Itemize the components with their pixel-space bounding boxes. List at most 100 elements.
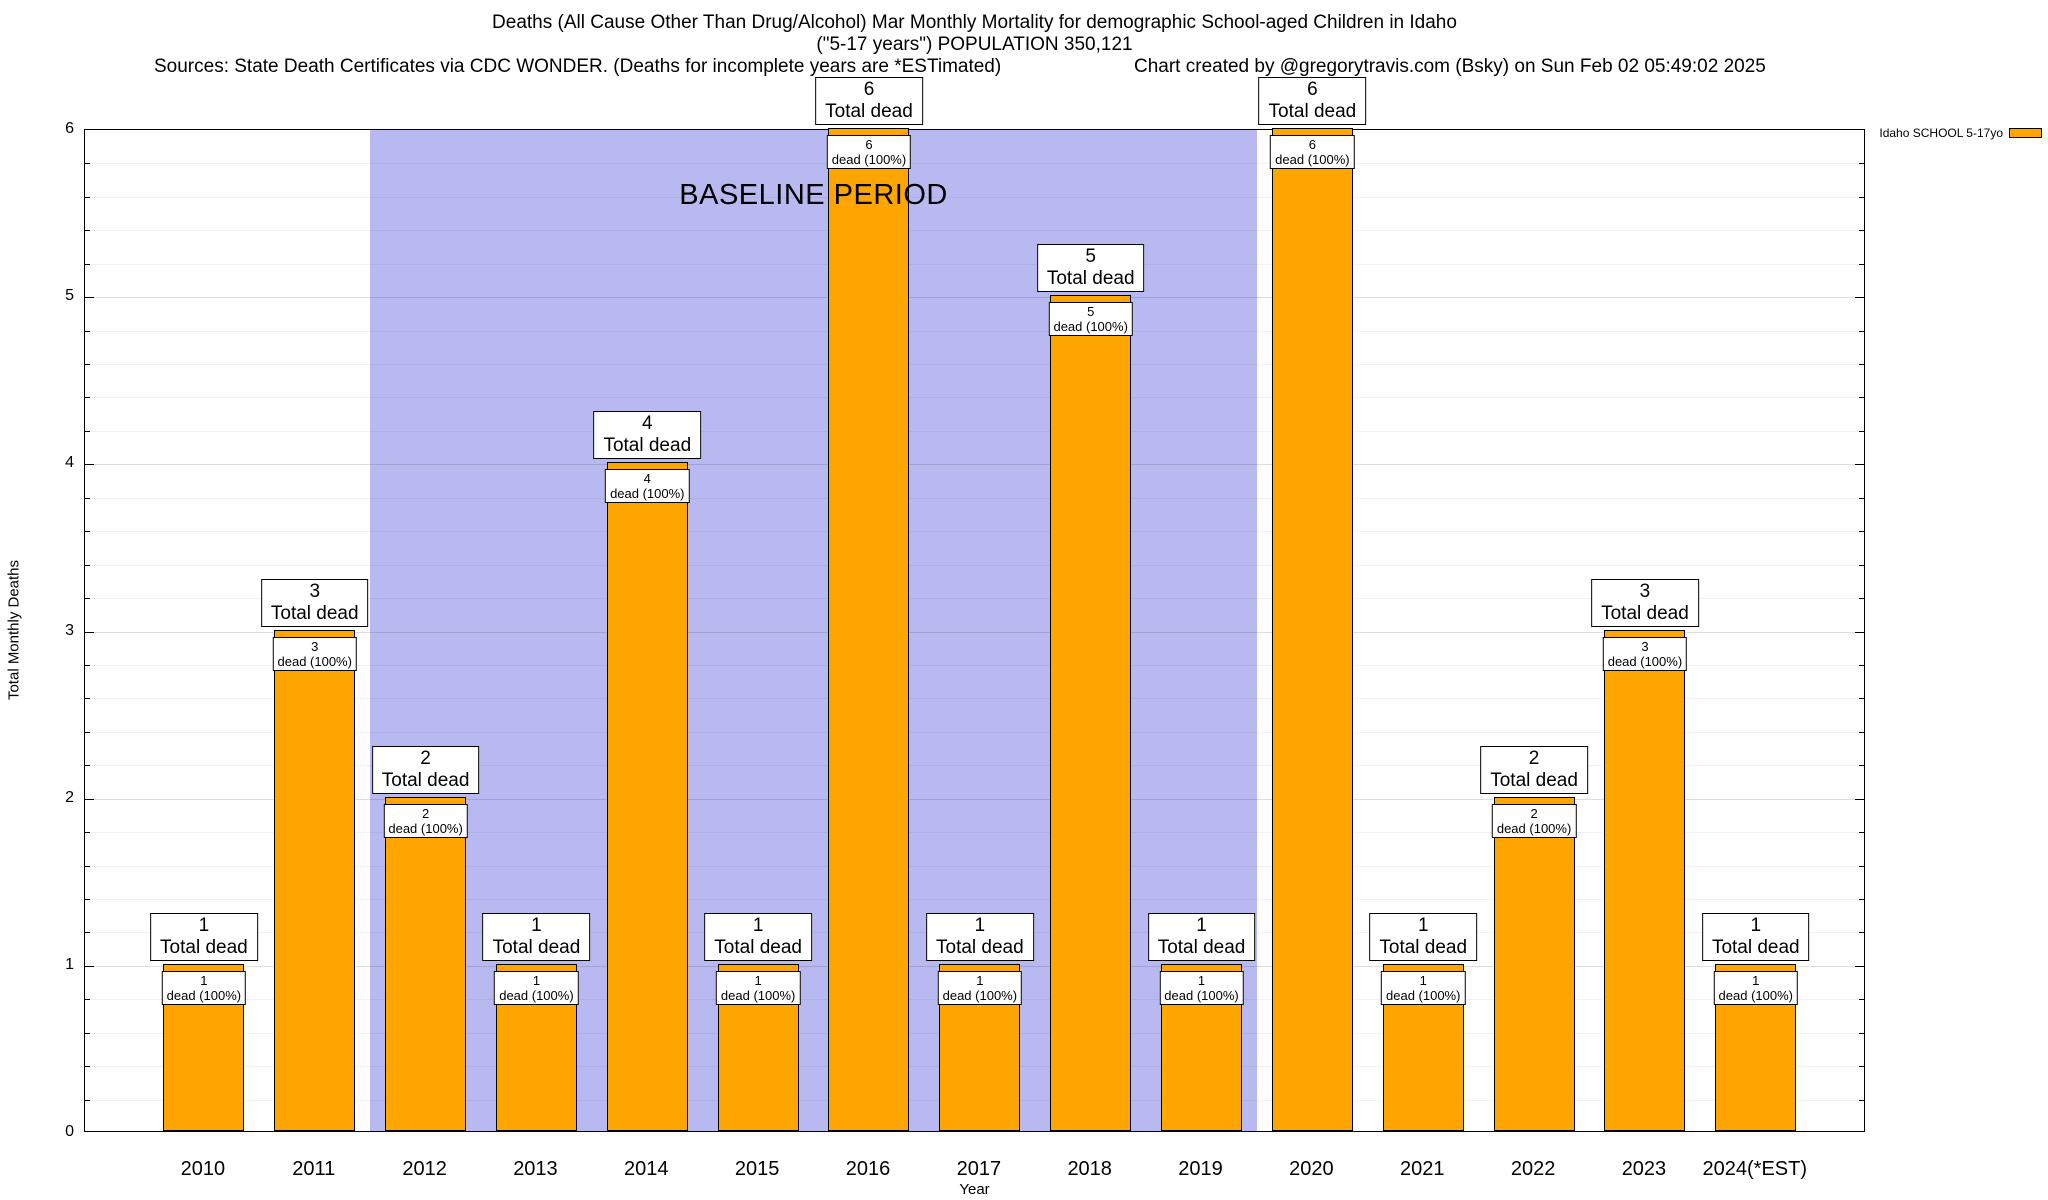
axis-tick xyxy=(85,598,90,600)
chart-title-line1: Deaths (All Cause Other Than Drug/Alcoho… xyxy=(492,12,1457,33)
axis-tick xyxy=(1859,865,1864,867)
dead-pct-label: 1 dead (100%) xyxy=(1159,970,1244,1005)
total-dead-label: 2 Total dead xyxy=(371,745,480,794)
dead-pct-text: dead (100%) xyxy=(1386,987,1461,1003)
total-dead-value: 2 xyxy=(1528,747,1540,769)
x-tick-label: 2011 xyxy=(292,1158,336,1180)
bar-2024(*EST): 1 dead (100%) xyxy=(1713,963,1799,1131)
dead-pct-label: 6 dead (100%) xyxy=(826,135,912,169)
total-dead-text: Total dead xyxy=(1379,936,1468,958)
x-tick-label: 2015 xyxy=(734,1158,780,1180)
chart-title-line3: Sources: State Death Certificates via CD… xyxy=(84,56,1865,78)
axis-tick xyxy=(1859,1099,1864,1101)
total-dead-value: 1 xyxy=(198,914,210,936)
dead-pct-label: 5 dead (100%) xyxy=(1048,302,1133,337)
x-axis-title: Year xyxy=(959,1181,990,1198)
axis-tick xyxy=(1859,664,1864,666)
total-dead-label: 1 Total dead xyxy=(1701,912,1810,961)
bar-2013: 1 dead (100%) xyxy=(494,963,579,1131)
axis-tick xyxy=(1859,397,1864,399)
total-dead-label: 3 Total dead xyxy=(1591,578,1699,627)
dead-pct-text: dead (100%) xyxy=(277,653,352,669)
total-dead-value: 1 xyxy=(1417,914,1429,936)
axis-tick xyxy=(1859,898,1864,900)
total-dead-text: Total dead xyxy=(1268,101,1357,122)
axis-tick xyxy=(85,497,90,499)
axis-tick xyxy=(1855,965,1864,967)
total-dead-text: Total dead xyxy=(381,769,470,791)
total-dead-value: 1 xyxy=(1750,914,1762,936)
y-tick-label: 4 xyxy=(65,454,74,472)
dead-pct-text: dead (100%) xyxy=(610,486,685,502)
total-dead-value: 4 xyxy=(642,413,653,435)
axis-tick xyxy=(85,765,90,767)
dead-pct-label: 4 dead (100%) xyxy=(605,469,690,504)
dead-pct-label: 1 dead (100%) xyxy=(1713,970,1799,1005)
x-tick-label: 2018 xyxy=(1067,1158,1112,1180)
axis-tick xyxy=(85,832,90,834)
dead-pct-value: 6 xyxy=(865,137,873,152)
gridline xyxy=(85,464,1864,466)
total-dead-text: Total dead xyxy=(603,435,692,457)
x-tick-label: 2020 xyxy=(1289,1158,1334,1180)
x-tick-label: 2021 xyxy=(1399,1158,1445,1180)
dead-pct-text: dead (100%) xyxy=(166,987,242,1003)
dead-pct-value: 1 xyxy=(532,972,541,988)
dead-pct-label: 3 dead (100%) xyxy=(272,636,357,671)
y-tick-label: 2 xyxy=(65,788,74,806)
axis-tick xyxy=(1859,731,1864,733)
total-dead-text: Total dead xyxy=(1157,936,1246,958)
gridline xyxy=(85,531,1864,533)
axis-tick xyxy=(85,531,90,533)
y-tick-label: 6 xyxy=(65,120,74,137)
gridline xyxy=(85,430,1864,432)
gridline xyxy=(85,832,1864,834)
gridline xyxy=(85,364,1864,366)
axis-tick xyxy=(1859,698,1864,700)
chart-credit: Chart created by @gregorytravis.com (Bsk… xyxy=(1134,56,1766,77)
dead-pct-label: 1 dead (100%) xyxy=(494,970,579,1005)
dead-pct-text: dead (100%) xyxy=(1718,987,1794,1003)
dead-pct-value: 2 xyxy=(1530,805,1538,821)
bar-2014: 4 dead (100%) xyxy=(605,462,690,1131)
dead-pct-text: dead (100%) xyxy=(831,152,907,167)
dead-pct-label: 6 dead (100%) xyxy=(1270,135,1355,169)
dead-pct-value: 1 xyxy=(1197,972,1206,988)
axis-tick xyxy=(1859,832,1864,834)
dead-pct-value: 1 xyxy=(1752,972,1760,988)
axis-tick xyxy=(1855,297,1864,299)
total-dead-value: 5 xyxy=(1085,246,1096,268)
axis-tick xyxy=(85,230,90,232)
x-tick-label: 2010 xyxy=(180,1158,226,1180)
dead-pct-text: dead (100%) xyxy=(1053,319,1128,335)
dead-pct-label: 1 dead (100%) xyxy=(937,970,1023,1005)
dead-pct-value: 4 xyxy=(643,471,651,487)
total-dead-value: 1 xyxy=(531,914,542,936)
axis-tick xyxy=(85,297,94,299)
axis-tick xyxy=(85,898,90,900)
chart-title-line2: ("5-17 years") POPULATION 350,121 xyxy=(816,34,1133,55)
axis-tick xyxy=(1859,263,1864,265)
axis-tick xyxy=(85,865,90,867)
axis-tick xyxy=(85,1066,90,1068)
gridline xyxy=(85,698,1864,700)
bar-2020: 6 dead (100%) xyxy=(1270,128,1355,1131)
chart-sources: Sources: State Death Certificates via CD… xyxy=(154,56,1002,77)
y-tick-label: 1 xyxy=(65,955,74,973)
total-dead-label: 1 Total dead xyxy=(150,912,258,961)
total-dead-label: 1 Total dead xyxy=(1369,912,1478,961)
dead-pct-value: 6 xyxy=(1308,137,1317,152)
axis-tick xyxy=(85,798,94,800)
total-dead-text: Total dead xyxy=(1046,268,1135,290)
bar-2015: 1 dead (100%) xyxy=(715,963,801,1131)
total-dead-label: 6 Total dead xyxy=(1258,77,1367,125)
axis-tick xyxy=(85,965,94,967)
total-dead-text: Total dead xyxy=(270,602,359,624)
total-dead-text: Total dead xyxy=(492,936,581,958)
total-dead-text: Total dead xyxy=(160,936,248,958)
dead-pct-value: 1 xyxy=(976,972,984,988)
legend-label: Idaho SCHOOL 5-17yo xyxy=(1879,126,2003,140)
total-dead-text: Total dead xyxy=(1711,936,1800,958)
gridline xyxy=(85,330,1864,332)
x-tick-label: 2024(*EST) xyxy=(1702,1158,1808,1180)
